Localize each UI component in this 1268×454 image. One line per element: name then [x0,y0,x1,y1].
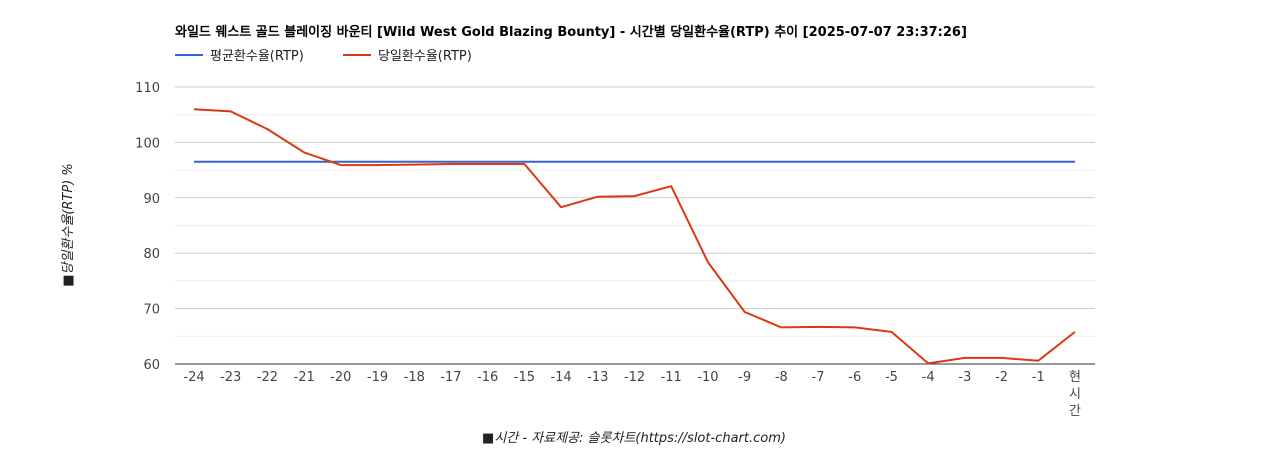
x-tick-label: -8 [775,370,788,385]
x-tick-label: -16 [477,370,498,385]
gridlines [175,87,1095,364]
x-tick-label: -3 [958,370,971,385]
y-axis-ticks: 60 70 80 90 100 110 [135,81,160,373]
x-tick-label: -9 [738,370,751,385]
x-tick-label: -12 [624,370,645,385]
x-tick-label: -15 [514,370,535,385]
x-tick-label: -19 [367,370,388,385]
x-axis-ticks: -24 -23 -22 -21 -20 -19 -18 -17 -16 -15 -14 -13 -12 -… [183,370,1081,419]
x-tick-label: -7 [812,370,825,385]
x-tick-label: -17 [440,370,461,385]
y-tick-label: 60 [143,358,160,373]
x-tick-label: -20 [330,370,351,385]
x-tick-label: -13 [587,370,608,385]
x-tick-label: -1 [1032,370,1045,385]
y-tick-label: 100 [135,136,160,151]
series-line-daily-rtp [194,109,1075,363]
x-tick-label: -5 [885,370,898,385]
y-tick-label: 110 [135,81,160,96]
x-tick-label: -11 [661,370,682,385]
legend: 평균환수율(RTP) 당일환수율(RTP) [175,49,472,64]
y-tick-label: 90 [143,192,160,207]
x-tick-label: -21 [294,370,315,385]
y-tick-label: 80 [143,247,160,262]
x-tick-label: -2 [995,370,1008,385]
x-tick-label: -24 [183,370,204,385]
x-tick-label: -22 [257,370,278,385]
x-tick-label: -6 [848,370,861,385]
chart-title: 와일드 웨스트 골드 블레이징 바운티 [Wild West Gold Blaz… [175,24,967,40]
series-lines [194,109,1075,363]
x-tick-label: -4 [922,370,935,385]
x-tick-label: -10 [697,370,718,385]
x-axis-title: ■시간 - 자료제공: 슬롯차트(https://slot-chart.com) [482,431,786,446]
y-tick-label: 70 [143,303,160,318]
legend-label-daily-rtp: 당일환수율(RTP) [378,49,472,64]
legend-label-avg-rtp: 평균환수율(RTP) [210,49,304,64]
x-tick-label: -18 [404,370,425,385]
y-axis-title: ■당일환수율(RTP) % [61,163,76,287]
x-tick-label: -14 [550,370,571,385]
x-tick-label: -23 [220,370,241,385]
